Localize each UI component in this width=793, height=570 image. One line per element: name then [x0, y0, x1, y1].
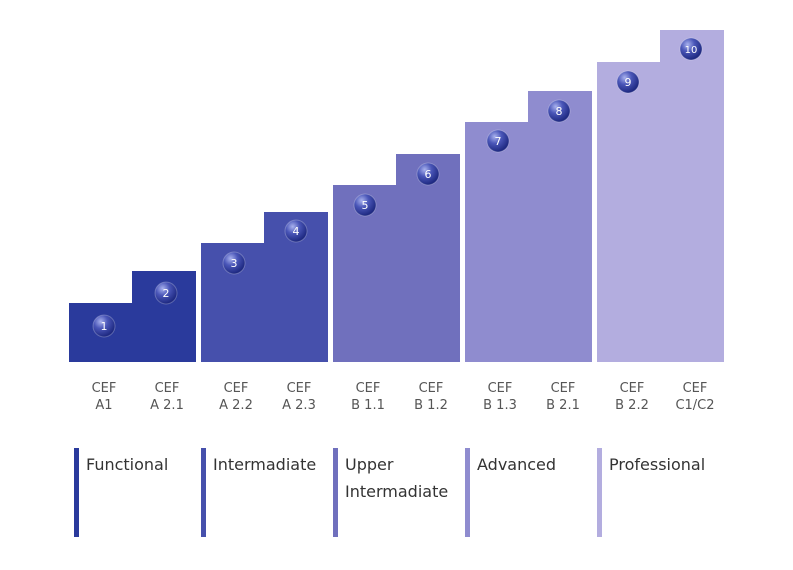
level-number: 3: [231, 257, 238, 270]
cef-level-label: CEF A1: [69, 380, 139, 414]
level-badge-5: 5: [353, 193, 377, 217]
level-number: 7: [495, 135, 502, 148]
level-badge-8: 8: [547, 99, 571, 123]
cef-level-label: CEF B 1.3: [465, 380, 535, 414]
level-number: 8: [556, 105, 563, 118]
cef-level-label: CEF A 2.1: [132, 380, 202, 414]
level-badge-2: 2: [154, 281, 178, 305]
level-badge-4: 4: [284, 219, 308, 243]
level-number: 2: [163, 287, 170, 300]
stair-block-2: [201, 212, 328, 362]
stair-block-5: [597, 30, 724, 362]
category-color-bar: [201, 448, 206, 537]
level-number: 6: [425, 168, 432, 181]
level-number: 1: [101, 320, 108, 333]
cef-code: A 2.3: [282, 398, 316, 413]
level-number: 9: [625, 76, 632, 89]
level-number: 4: [293, 225, 300, 238]
category-label: Intermadiate: [213, 451, 316, 478]
cef-level-label: CEF B 2.1: [528, 380, 598, 414]
category-label: Functional: [86, 451, 168, 478]
category-label-line: Functional: [86, 455, 169, 474]
cef-level-label: CEF C1/C2: [660, 380, 730, 414]
cef-prefix: CEF: [619, 381, 645, 396]
cef-prefix: CEF: [223, 381, 249, 396]
category-label-line: Intermadiate: [345, 482, 449, 501]
stair-block-1: [69, 271, 196, 362]
category-label-line: Upper: [345, 455, 394, 474]
cef-code: B 1.1: [351, 398, 385, 413]
category-color-bar: [74, 448, 79, 537]
level-number: 5: [362, 199, 369, 212]
cef-prefix: CEF: [154, 381, 180, 396]
cef-prefix: CEF: [418, 381, 444, 396]
cef-code: B 1.2: [414, 398, 448, 413]
cef-code: B 2.1: [546, 398, 580, 413]
category-label: Professional: [609, 451, 705, 478]
level-number: 10: [685, 45, 698, 56]
category-color-bar: [333, 448, 338, 537]
cef-level-label: CEF B 1.1: [333, 380, 403, 414]
category-color-bar: [465, 448, 470, 537]
stair-block-4: [465, 91, 592, 362]
category-label-line: Professional: [609, 455, 706, 474]
category-label: Upper Intermadiate: [345, 451, 448, 505]
cef-prefix: CEF: [286, 381, 312, 396]
cef-prefix: CEF: [487, 381, 513, 396]
category-label-line: Advanced: [477, 455, 557, 474]
cef-code: A1: [95, 398, 113, 413]
category-color-bar: [597, 448, 602, 537]
cef-level-label: CEF B 2.2: [597, 380, 667, 414]
cef-code: C1/C2: [675, 398, 715, 413]
stair-block-3: [333, 154, 460, 362]
level-badge-3: 3: [222, 251, 246, 275]
cef-prefix: CEF: [682, 381, 708, 396]
cef-level-label: CEF A 2.3: [264, 380, 334, 414]
cef-level-label: CEF B 1.2: [396, 380, 466, 414]
level-badge-1: 1: [92, 314, 116, 338]
level-badge-7: 7: [486, 129, 510, 153]
cef-prefix: CEF: [550, 381, 576, 396]
cef-code: A 2.2: [219, 398, 253, 413]
level-badge-10: 10: [679, 37, 703, 61]
level-badge-9: 9: [616, 70, 640, 94]
cef-code: A 2.1: [150, 398, 184, 413]
level-badge-6: 6: [416, 162, 440, 186]
cef-prefix: CEF: [355, 381, 381, 396]
cef-level-label: CEF A 2.2: [201, 380, 271, 414]
cef-code: B 1.3: [483, 398, 517, 413]
cef-code: B 2.2: [615, 398, 649, 413]
cef-prefix: CEF: [91, 381, 117, 396]
category-label: Advanced: [477, 451, 556, 478]
category-label-line: Intermadiate: [213, 455, 317, 474]
